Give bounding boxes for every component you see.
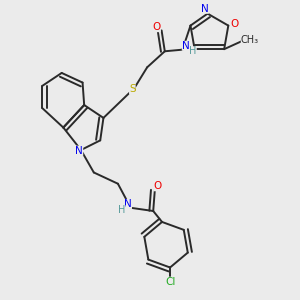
- Text: O: O: [153, 181, 161, 191]
- Text: O: O: [230, 19, 238, 29]
- Text: H: H: [118, 206, 126, 215]
- Text: N: N: [182, 41, 190, 51]
- Text: N: N: [76, 146, 83, 156]
- Text: N: N: [124, 199, 132, 209]
- Text: Cl: Cl: [165, 277, 175, 287]
- Text: H: H: [189, 46, 197, 56]
- Text: CH₃: CH₃: [241, 34, 259, 44]
- Text: O: O: [153, 22, 161, 32]
- Text: S: S: [129, 85, 136, 94]
- Text: N: N: [201, 4, 209, 14]
